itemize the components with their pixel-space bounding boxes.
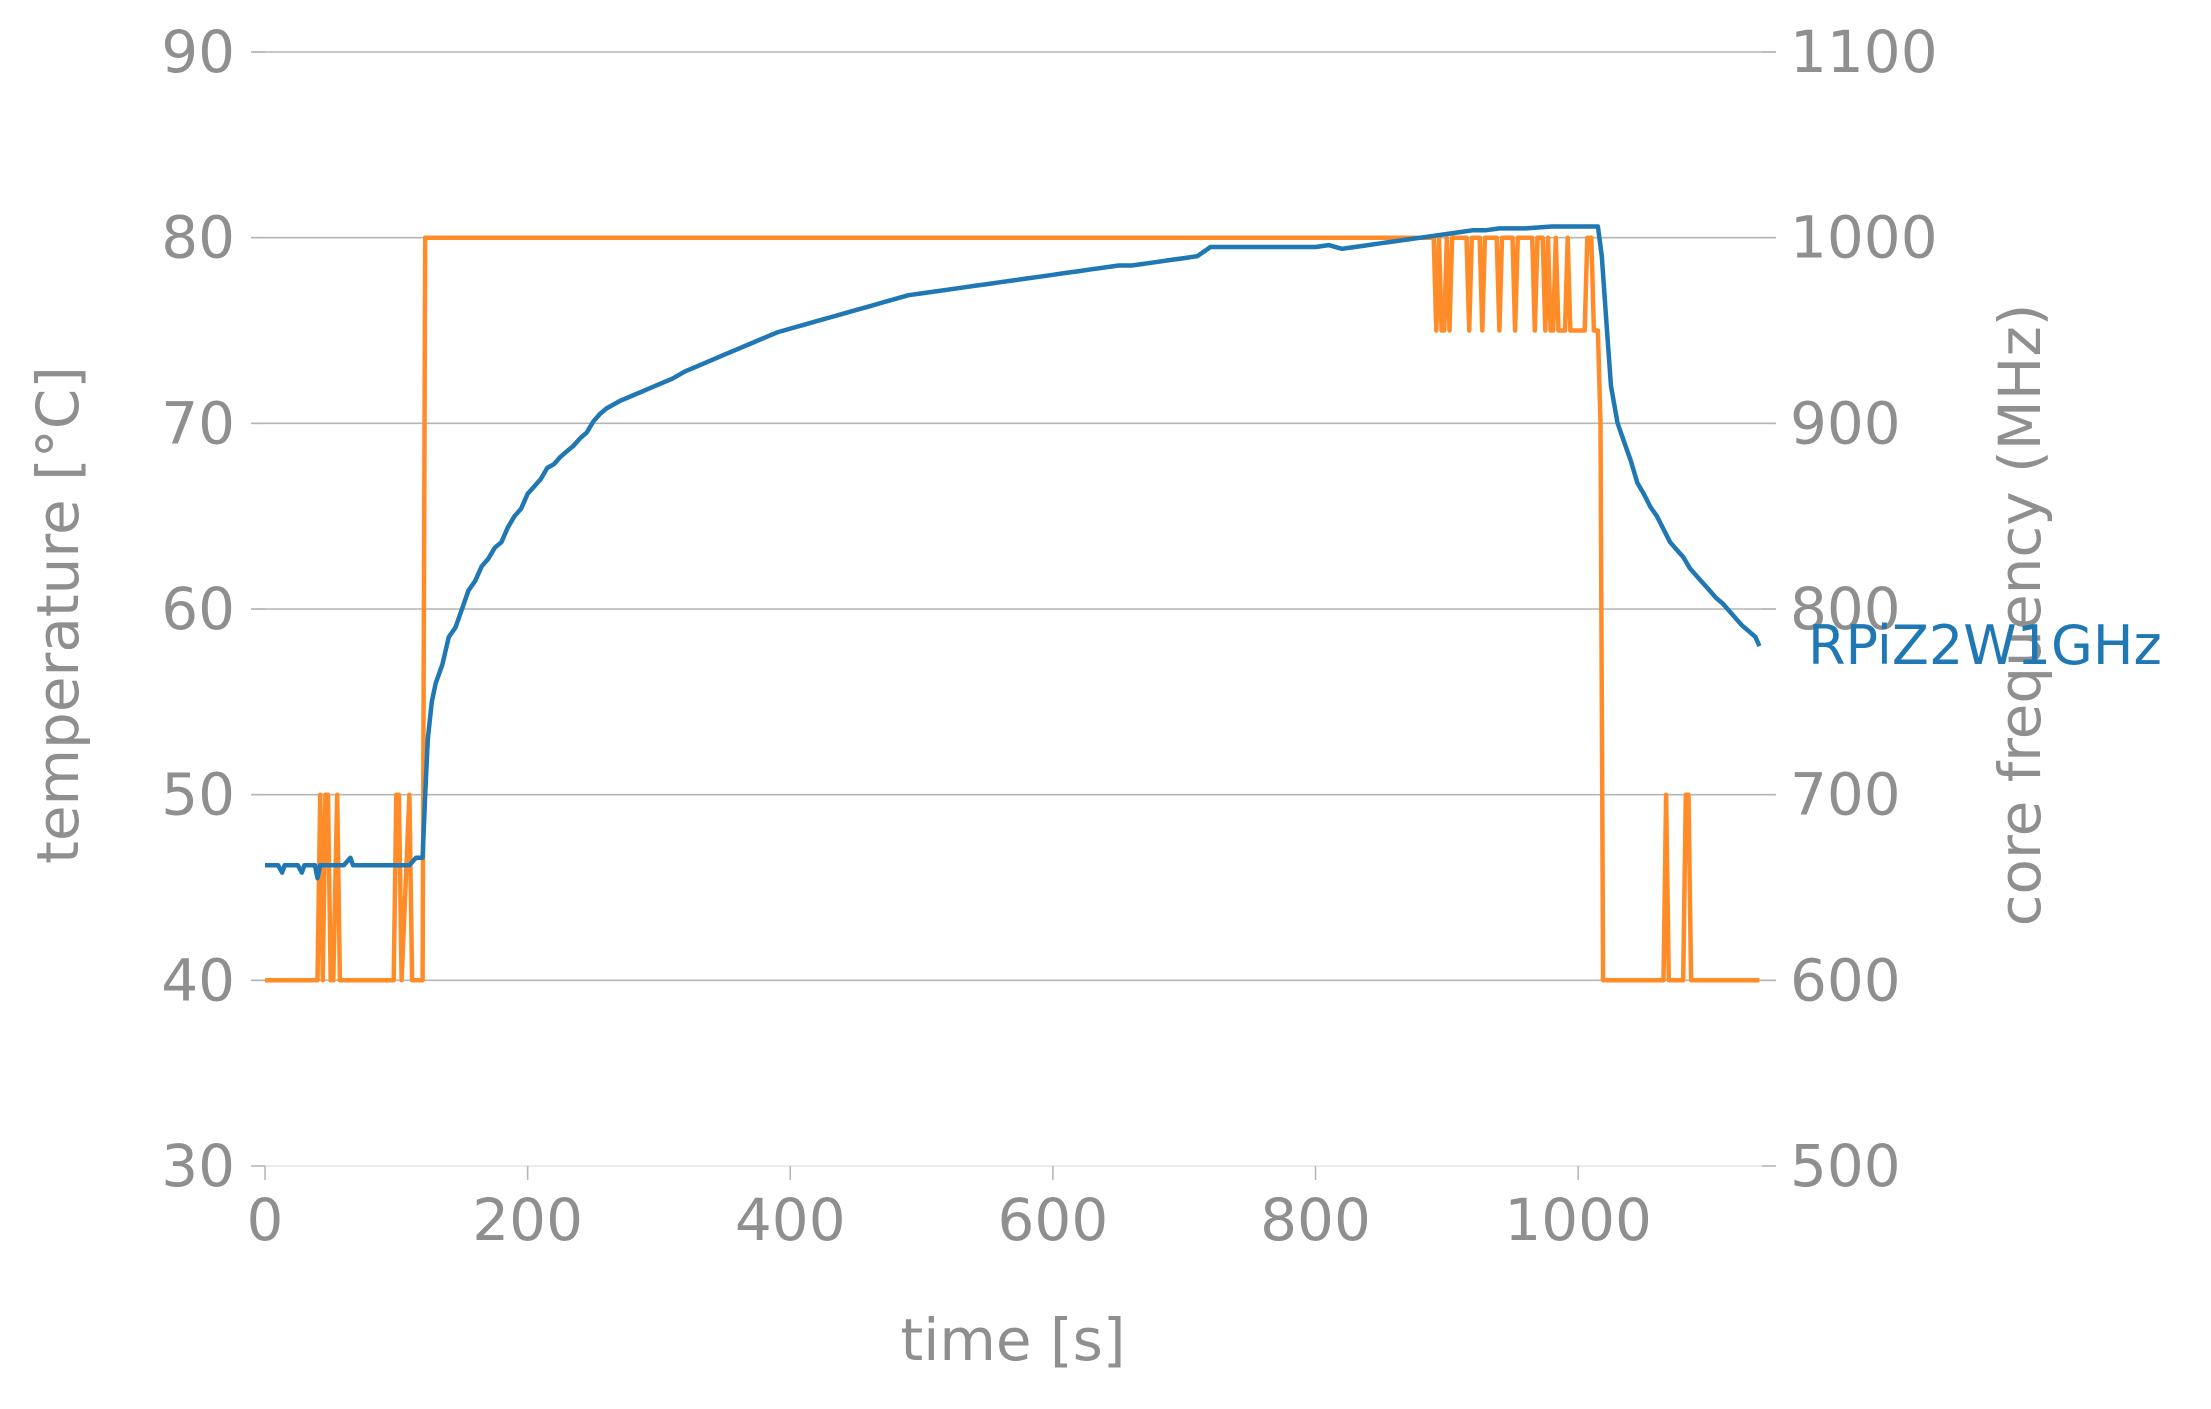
y-tick-label-80: 80 [161, 204, 235, 272]
y-tick-label-30: 30 [161, 1132, 235, 1200]
x-tick-label-200: 200 [472, 1186, 583, 1254]
series-label-rpiz2w1ghz: RPiZ2W1GHz [1808, 614, 2162, 677]
x-axis-title: time [s] [901, 1306, 1126, 1374]
x-tick-label-400: 400 [735, 1186, 846, 1254]
x-tick-label-600: 600 [998, 1186, 1109, 1254]
y2-tick-label-700: 700 [1790, 761, 1901, 829]
y2-tick-label-1000: 1000 [1790, 204, 1938, 272]
y2-tick-label-800: 800 [1790, 575, 1901, 643]
y-tick-label-70: 70 [161, 389, 235, 457]
y-tick-label-50: 50 [161, 761, 235, 829]
x-tick-label-800: 800 [1260, 1186, 1371, 1254]
x-tick-label-0: 0 [247, 1186, 284, 1254]
gridlines [251, 51, 1776, 982]
y2-tick-label-500: 500 [1790, 1132, 1901, 1200]
y2-tick-label-900: 900 [1790, 389, 1901, 457]
series [265, 224, 1762, 983]
y2-axis-title: core frequency (MHz) [1986, 304, 2054, 927]
x-tick-label-1000: 1000 [1504, 1186, 1652, 1254]
y-tick-label-60: 60 [161, 575, 235, 643]
y2-tick-label-600: 600 [1790, 946, 1901, 1014]
y-tick-label-90: 90 [161, 18, 235, 86]
series-line-frequency [265, 235, 1760, 983]
axes: 30 40 50 60 70 80 90 500 600 700 800 900 1000 1100 0 20… [161, 18, 1937, 1254]
y-axis-title: temperature [°C] [24, 366, 92, 864]
series-line-temperature [265, 224, 1762, 881]
labels: time [s] temperature [°C] core frequency… [24, 304, 2162, 1374]
y2-tick-label-1100: 1100 [1790, 18, 1938, 86]
y-tick-label-40: 40 [161, 946, 235, 1014]
